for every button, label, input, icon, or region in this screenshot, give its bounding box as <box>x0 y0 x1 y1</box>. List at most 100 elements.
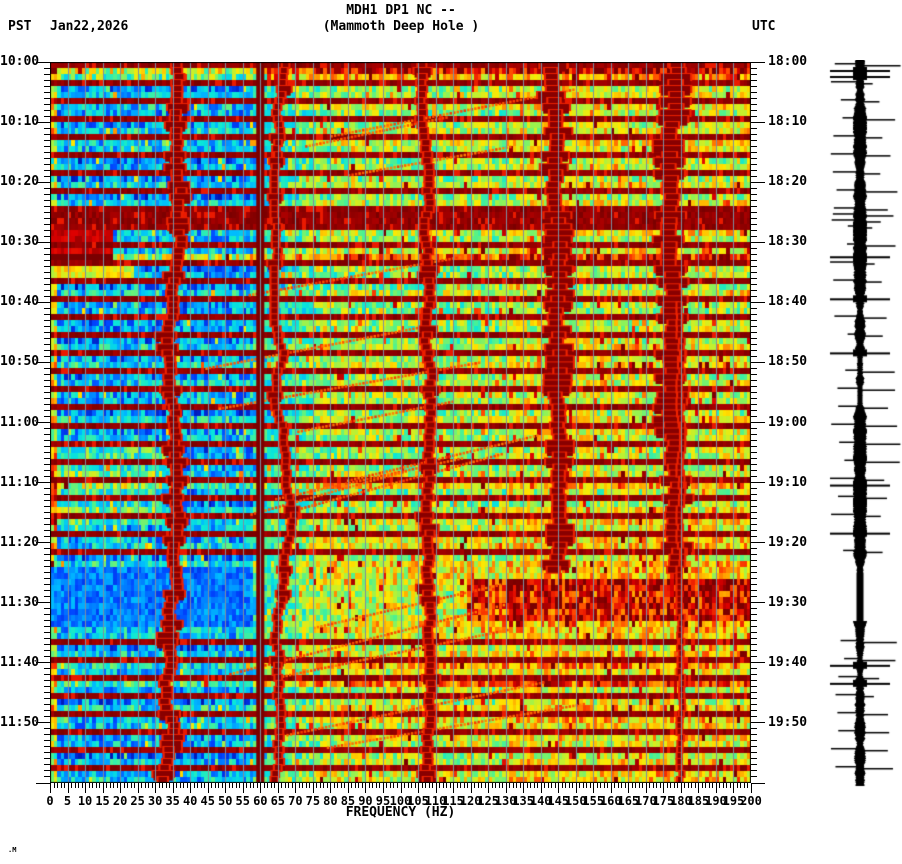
freq-tick <box>165 783 167 788</box>
time-tick-right <box>751 506 757 508</box>
freq-tick <box>526 783 528 788</box>
freq-tick <box>309 783 311 788</box>
time-tick-right <box>751 193 757 195</box>
time-tick-right <box>751 512 757 514</box>
freq-tick <box>256 783 258 788</box>
freq-tick <box>277 783 279 793</box>
freq-tick-label: 190 <box>705 794 727 808</box>
freq-tick <box>421 783 423 788</box>
freq-tick <box>428 783 430 788</box>
freq-tick <box>673 783 675 788</box>
freq-tick <box>95 783 97 788</box>
freq-tick <box>284 783 286 788</box>
time-tick-left <box>44 614 50 616</box>
time-tick-left <box>44 265 50 267</box>
freq-tick-label: 160 <box>599 794 622 808</box>
freq-tick <box>312 783 314 793</box>
time-tick-right <box>751 614 757 616</box>
time-tick-right <box>751 662 765 664</box>
freq-tick <box>740 783 742 788</box>
freq-tick <box>288 783 290 788</box>
time-tick-left <box>44 746 50 748</box>
freq-tick <box>193 783 195 788</box>
freq-tick <box>214 783 216 788</box>
time-label-pst: 10:50 <box>0 354 40 370</box>
freq-tick <box>99 783 101 788</box>
time-tick-right <box>751 770 757 772</box>
time-tick-left <box>44 698 50 700</box>
page-title: MDH1 DP1 NC -- <box>346 3 456 18</box>
freq-tick <box>568 783 570 788</box>
time-tick-right <box>751 668 757 670</box>
time-tick-left <box>44 133 50 135</box>
freq-tick <box>425 783 427 788</box>
freq-tick <box>579 783 581 788</box>
freq-tick <box>474 783 476 788</box>
freq-tick <box>302 783 304 788</box>
time-label-pst: 11:00 <box>0 414 40 430</box>
time-tick-right <box>751 199 757 201</box>
time-tick-left <box>44 692 50 694</box>
time-tick-right <box>751 271 757 273</box>
time-label-utc: 19:30 <box>768 594 808 610</box>
time-tick-left <box>44 415 50 417</box>
freq-tick <box>263 783 265 788</box>
freq-tick <box>491 783 493 788</box>
time-tick-left <box>44 313 50 315</box>
time-tick-right <box>751 542 765 544</box>
freq-tick-label: 85 <box>340 794 356 808</box>
time-tick-right <box>751 211 757 213</box>
freq-tick <box>603 783 605 788</box>
time-tick-right <box>751 283 757 285</box>
time-tick-right <box>751 674 757 676</box>
freq-tick <box>614 783 616 788</box>
time-tick-left <box>44 716 50 718</box>
time-tick-left <box>44 764 50 766</box>
freq-tick <box>687 783 689 788</box>
freq-tick <box>488 783 490 793</box>
time-tick-right <box>751 361 765 363</box>
time-tick-left <box>44 373 50 375</box>
freq-tick <box>78 783 80 788</box>
time-tick-left <box>44 578 50 580</box>
freq-tick <box>211 783 213 788</box>
date-label: Jan22,2026 <box>50 19 129 34</box>
freq-tick <box>551 783 553 788</box>
time-tick-left <box>44 776 50 778</box>
time-tick-right <box>751 554 757 556</box>
freq-tick-label: 115 <box>442 794 464 808</box>
freq-tick <box>386 783 388 788</box>
time-tick-right <box>751 704 757 706</box>
time-tick-right <box>751 115 757 117</box>
freq-tick-label: 25 <box>130 794 145 808</box>
freq-tick <box>743 783 745 788</box>
time-label-pst: 11:50 <box>0 714 40 730</box>
time-tick-left <box>44 518 50 520</box>
time-tick-left <box>44 686 50 688</box>
time-tick-left <box>44 211 50 213</box>
freq-tick <box>141 783 143 788</box>
freq-tick <box>200 783 202 788</box>
time-tick-right <box>751 265 757 267</box>
freq-tick <box>204 783 206 788</box>
time-tick-left <box>44 205 50 207</box>
time-tick-left <box>44 500 50 502</box>
freq-tick-label: 180 <box>670 794 692 808</box>
time-tick-right <box>751 686 757 688</box>
time-tick-right <box>751 217 757 219</box>
time-tick-right <box>751 415 757 417</box>
time-tick-right <box>751 584 757 586</box>
freq-tick <box>582 783 584 788</box>
time-tick-right <box>751 590 757 592</box>
freq-tick <box>155 783 157 793</box>
freq-tick <box>305 783 307 788</box>
time-tick-left <box>44 752 50 754</box>
freq-tick <box>736 783 738 788</box>
freq-tick <box>596 783 598 788</box>
time-tick-left <box>44 355 50 357</box>
time-tick-left <box>44 217 50 219</box>
time-tick-right <box>751 698 757 700</box>
freq-tick <box>733 783 735 793</box>
freq-tick <box>340 783 342 788</box>
freq-tick <box>631 783 633 788</box>
